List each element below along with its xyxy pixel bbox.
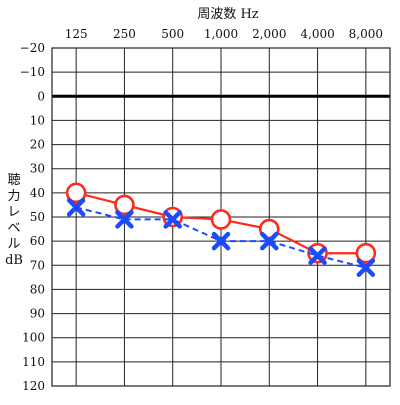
y-tick-label: 40 [30,186,45,200]
y-axis-title-char: ベ [7,221,20,236]
cross-stroke-b [356,258,376,277]
series-layer [65,182,377,277]
cross-stroke-b [308,246,327,265]
plot-frame [51,47,391,387]
x-tick-label: 1,000 [204,27,238,41]
cross-stroke-b [115,210,134,229]
x-tick-label: 500 [161,27,184,41]
y-axis-title-char: レ [7,205,20,220]
cross-stroke-b [163,210,182,229]
cross-stroke-b [260,231,279,251]
x-axis-title: 周波数 Hz [197,7,258,22]
y-tick-label: 120 [22,379,45,393]
y-tick-label: 20 [30,138,45,152]
plot-border [51,47,391,387]
data-point-circle [355,242,377,264]
cross-stroke-b [211,231,231,251]
data-point-cross [66,198,86,217]
data-point-circle [114,194,135,216]
x-tick-label: 2,000 [252,27,286,41]
data-point-cross [308,246,327,265]
y-tick-label: 60 [30,234,45,248]
data-point-circle [65,182,87,204]
x-tick-label: 4,000 [300,27,334,41]
y-tick-label: 30 [30,162,45,176]
y-axis-title-char: 力 [7,189,20,204]
y-tick-label: 80 [30,282,45,296]
y-axis-title-char: ル [7,237,20,252]
data-point-cross [115,210,134,229]
y-tick-label: 50 [30,210,45,224]
y-tick-label: 110 [22,355,45,369]
y-tick-label: 90 [30,307,45,321]
data-point-cross [356,258,376,277]
data-point-cross [163,210,182,229]
y-axis-title-char: dB [5,253,23,268]
y-tick-label: 100 [22,331,45,345]
series-1 [66,198,376,277]
y-tick-label: 0 [37,89,45,103]
y-axis-title-char: 聴 [7,173,20,188]
cross-stroke-b [66,198,86,217]
data-point-cross [211,231,231,251]
x-tick-label: 250 [113,27,136,41]
x-tick-label: 8,000 [349,27,383,41]
data-point-cross [260,231,279,251]
x-tick-label: 125 [65,27,88,41]
y-tick-label: 70 [30,258,45,272]
y-tick-label: −20 [20,41,45,55]
y-tick-label: −10 [20,65,45,79]
y-tick-label: 10 [30,113,45,127]
labels: 周波数 Hz 125 250 500 1,000 2,000 4,000 8,000−20−… [5,7,383,393]
data-point-circle [210,209,232,230]
